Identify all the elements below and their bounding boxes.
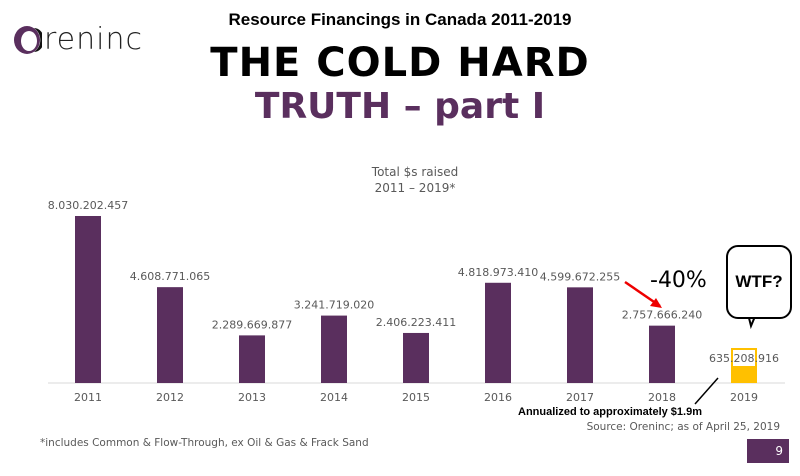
bar-2018	[649, 325, 675, 383]
slide-title-line2: TRUTH – part I	[254, 86, 546, 127]
logo-text: reninc	[44, 22, 143, 57]
footnote: *includes Common & Flow-Through, ex Oil …	[40, 437, 369, 449]
red-arrow-head	[650, 298, 662, 308]
x-tick-label: 2011	[74, 391, 102, 404]
highlight-box	[731, 348, 757, 368]
bar-2011	[75, 215, 101, 383]
source-note: Source: Oreninc; as of April 25, 2019	[586, 421, 780, 433]
change-annotation: -40%	[650, 268, 707, 293]
slide-title-line1: THE COLD HARD	[210, 40, 590, 86]
data-label: 8.030.202.457	[48, 199, 128, 212]
logo-o-icon	[14, 25, 42, 54]
data-label: 2.757.666.240	[622, 309, 702, 322]
bar-2012	[157, 287, 183, 383]
bar-2017	[567, 287, 593, 383]
x-tick-label: 2012	[156, 391, 184, 404]
x-tick-label: 2019	[730, 391, 758, 404]
page-number: 9	[747, 439, 789, 463]
data-label: 4.599.672.255	[540, 270, 620, 283]
chart-subtitle: 2011 – 2019*	[375, 181, 456, 195]
x-tick-label: 2018	[648, 391, 676, 404]
speech-bubble: WTF?	[726, 245, 792, 319]
x-tick-label: 2017	[566, 391, 594, 404]
logo: reninc	[12, 22, 143, 57]
bar-2013	[239, 335, 265, 383]
x-tick-label: 2015	[402, 391, 430, 404]
chart-title: Total $s raised	[371, 165, 458, 179]
data-label: 2.406.223.411	[376, 316, 456, 329]
data-label: 4.608.771.065	[130, 270, 210, 283]
x-tick-label: 2013	[238, 391, 266, 404]
bar-2014	[321, 315, 347, 383]
bar-2016	[485, 282, 511, 383]
data-label: 2.289.669.877	[212, 318, 292, 331]
bar-2015	[403, 332, 429, 383]
data-label: 635.208.916	[709, 352, 779, 365]
data-label: 4.818.973.410	[458, 266, 538, 279]
slide-subtitle: Resource Financings in Canada 2011-2019	[228, 10, 572, 29]
x-tick-label: 2016	[484, 391, 512, 404]
annotation-pointer-line	[694, 377, 719, 405]
annualized-note: Annualized to approximately $1.9m	[518, 406, 702, 418]
x-tick-label: 2014	[320, 391, 348, 404]
data-label: 3.241.719.020	[294, 299, 374, 312]
